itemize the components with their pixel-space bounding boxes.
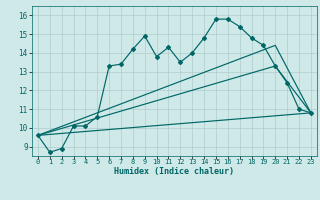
X-axis label: Humidex (Indice chaleur): Humidex (Indice chaleur) <box>115 167 234 176</box>
